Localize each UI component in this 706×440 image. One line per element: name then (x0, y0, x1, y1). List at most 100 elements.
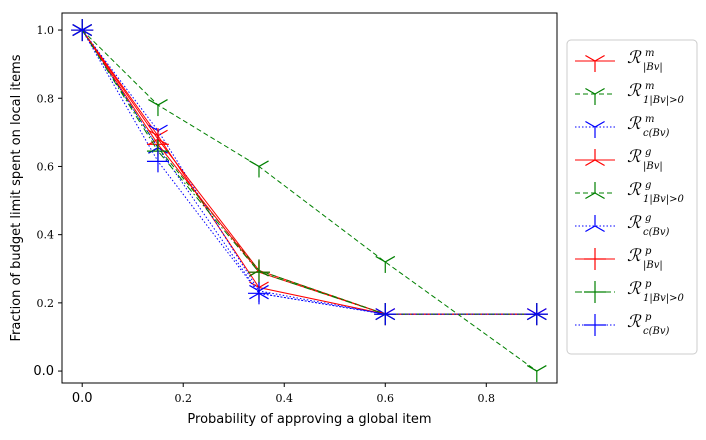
legend-label: ℛ (627, 81, 642, 101)
y-tick-label: 0.0 (33, 364, 54, 379)
legend-label-superscript: g (645, 213, 651, 224)
legend-marker (585, 120, 605, 138)
x-tick-label: 0.4 (275, 392, 293, 405)
marker-stroke (258, 284, 269, 292)
marker-stroke (157, 129, 168, 137)
legend-label-superscript: p (645, 246, 652, 257)
legend-label-subscript: 1|Bv|>0 (643, 95, 684, 106)
marker-stroke (536, 308, 547, 315)
marker-stroke (258, 281, 269, 289)
plot-area (62, 13, 557, 383)
y-tick-label: 0.6 (37, 160, 55, 173)
legend-marker (584, 248, 606, 270)
marker-stroke (585, 225, 596, 233)
legend-label: ℛ (627, 180, 642, 200)
legend-label-superscript: g (645, 147, 651, 158)
data-point (148, 99, 168, 117)
marker-stroke (384, 313, 396, 321)
marker-stroke (526, 365, 538, 372)
marker-stroke (375, 255, 386, 263)
marker-stroke (72, 29, 83, 37)
data-point (71, 19, 94, 42)
marker-stroke (81, 24, 93, 31)
legend-marker (584, 281, 606, 303)
legend-label-superscript: m (645, 48, 654, 59)
legend-label-subscript: 1|Bv|>0 (643, 194, 684, 205)
legend-label: ℛ (627, 246, 642, 266)
legend-marker (585, 54, 605, 72)
x-axis-label: Probability of approving a global item (187, 412, 431, 427)
legend-label-superscript: p (645, 279, 652, 290)
y-tick-label: 0.8 (37, 92, 55, 105)
marker-stroke (594, 87, 605, 95)
legend-label-subscript: 1|Bv|>0 (643, 293, 684, 304)
legend-marker (585, 182, 605, 200)
plot-frame (61, 12, 558, 384)
x-tick-label: 0.8 (478, 392, 496, 405)
marker-stroke (148, 124, 159, 132)
marker-stroke (384, 308, 396, 315)
legend-label: ℛ (627, 48, 642, 68)
marker-stroke (249, 160, 260, 167)
marker-stroke (585, 54, 596, 62)
marker-stroke (594, 192, 605, 200)
marker-stroke (249, 269, 260, 277)
legend-label-subscript: |Bv| (643, 260, 663, 271)
data-point (375, 255, 396, 273)
marker-stroke (72, 24, 83, 31)
marker-stroke (384, 255, 396, 263)
legend-label-subscript: c(Bv) (643, 128, 670, 139)
legend-label-subscript: c(Bv) (643, 326, 670, 337)
marker-stroke (594, 54, 605, 62)
data-point (247, 261, 270, 284)
legend-label-subscript: |Bv| (643, 62, 663, 73)
marker-stroke (157, 99, 168, 106)
legend-marker (584, 314, 606, 336)
x-axis-ticks: 0.0 0.2 0.4 0.6 0.8 (72, 383, 495, 406)
legend-label-superscript: m (645, 81, 654, 92)
marker-stroke (585, 159, 596, 167)
y-axis-label: Fraction of budget limit spent on local … (9, 54, 24, 341)
marker-stroke (258, 160, 269, 167)
marker-stroke (249, 284, 260, 292)
data-point (249, 160, 269, 178)
data-point (374, 303, 397, 326)
marker-stroke (157, 124, 168, 132)
x-tick-label: 0.0 (72, 391, 93, 406)
marker-stroke (585, 120, 596, 128)
legend-label-subscript: c(Bv) (643, 227, 670, 238)
marker-stroke (585, 87, 596, 95)
y-tick-label: 0.4 (37, 229, 55, 242)
marker-stroke (249, 292, 260, 300)
legend-marker (585, 87, 605, 105)
legend-marker (585, 149, 605, 167)
legend-label: ℛ (627, 147, 642, 167)
series-layer (71, 19, 548, 383)
legend-label: ℛ (627, 213, 642, 233)
legend-label-subscript: |Bv| (643, 161, 663, 172)
legend-label: ℛ (627, 279, 642, 299)
data-point (525, 303, 548, 326)
x-tick-label: 0.6 (377, 392, 395, 405)
legend-label: ℛ (627, 312, 642, 332)
marker-stroke (258, 292, 269, 300)
y-tick-label: 0.2 (37, 297, 55, 310)
marker-stroke (375, 313, 386, 321)
y-axis-ticks: 0.0 0.2 0.4 0.6 0.8 1.0 (33, 24, 62, 379)
x-tick-label: 0.2 (174, 392, 192, 405)
marker-stroke (526, 313, 538, 321)
marker-stroke (594, 159, 605, 167)
marker-stroke (585, 192, 596, 200)
marker-stroke (148, 147, 159, 154)
legend-label-superscript: m (645, 114, 654, 125)
